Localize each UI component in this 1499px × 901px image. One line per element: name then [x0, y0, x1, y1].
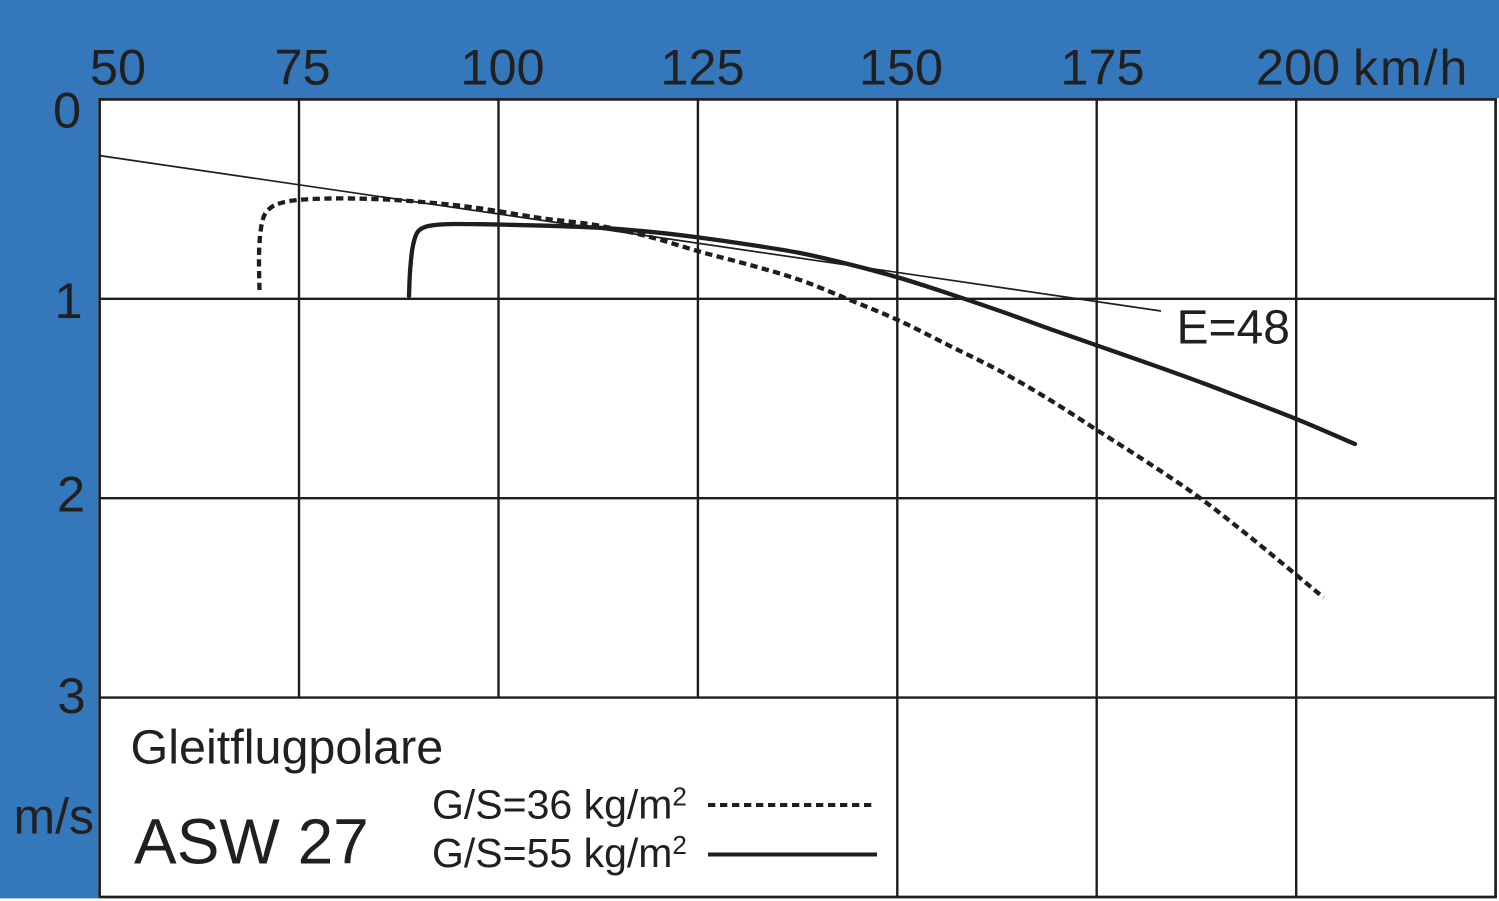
svg-text:0: 0: [53, 82, 81, 139]
svg-text:Gleitflugpolare: Gleitflugpolare: [131, 721, 444, 775]
svg-text:G/S=36 kg/m2: G/S=36 kg/m2: [432, 782, 687, 828]
svg-text:m/s: m/s: [14, 789, 95, 845]
svg-text:3: 3: [57, 667, 85, 724]
svg-text:125: 125: [660, 39, 744, 96]
svg-text:E=48: E=48: [1177, 302, 1290, 355]
svg-text:G/S=55 kg/m2: G/S=55 kg/m2: [432, 830, 687, 876]
svg-text:100: 100: [460, 39, 544, 96]
svg-text:km/h: km/h: [1353, 40, 1469, 96]
svg-text:200: 200: [1256, 39, 1340, 96]
svg-text:50: 50: [90, 39, 146, 96]
svg-text:2: 2: [57, 465, 85, 522]
svg-text:150: 150: [859, 39, 943, 96]
svg-text:175: 175: [1060, 39, 1144, 96]
svg-text:75: 75: [274, 39, 330, 96]
svg-text:1: 1: [54, 272, 82, 329]
svg-text:ASW 27: ASW 27: [134, 806, 369, 878]
